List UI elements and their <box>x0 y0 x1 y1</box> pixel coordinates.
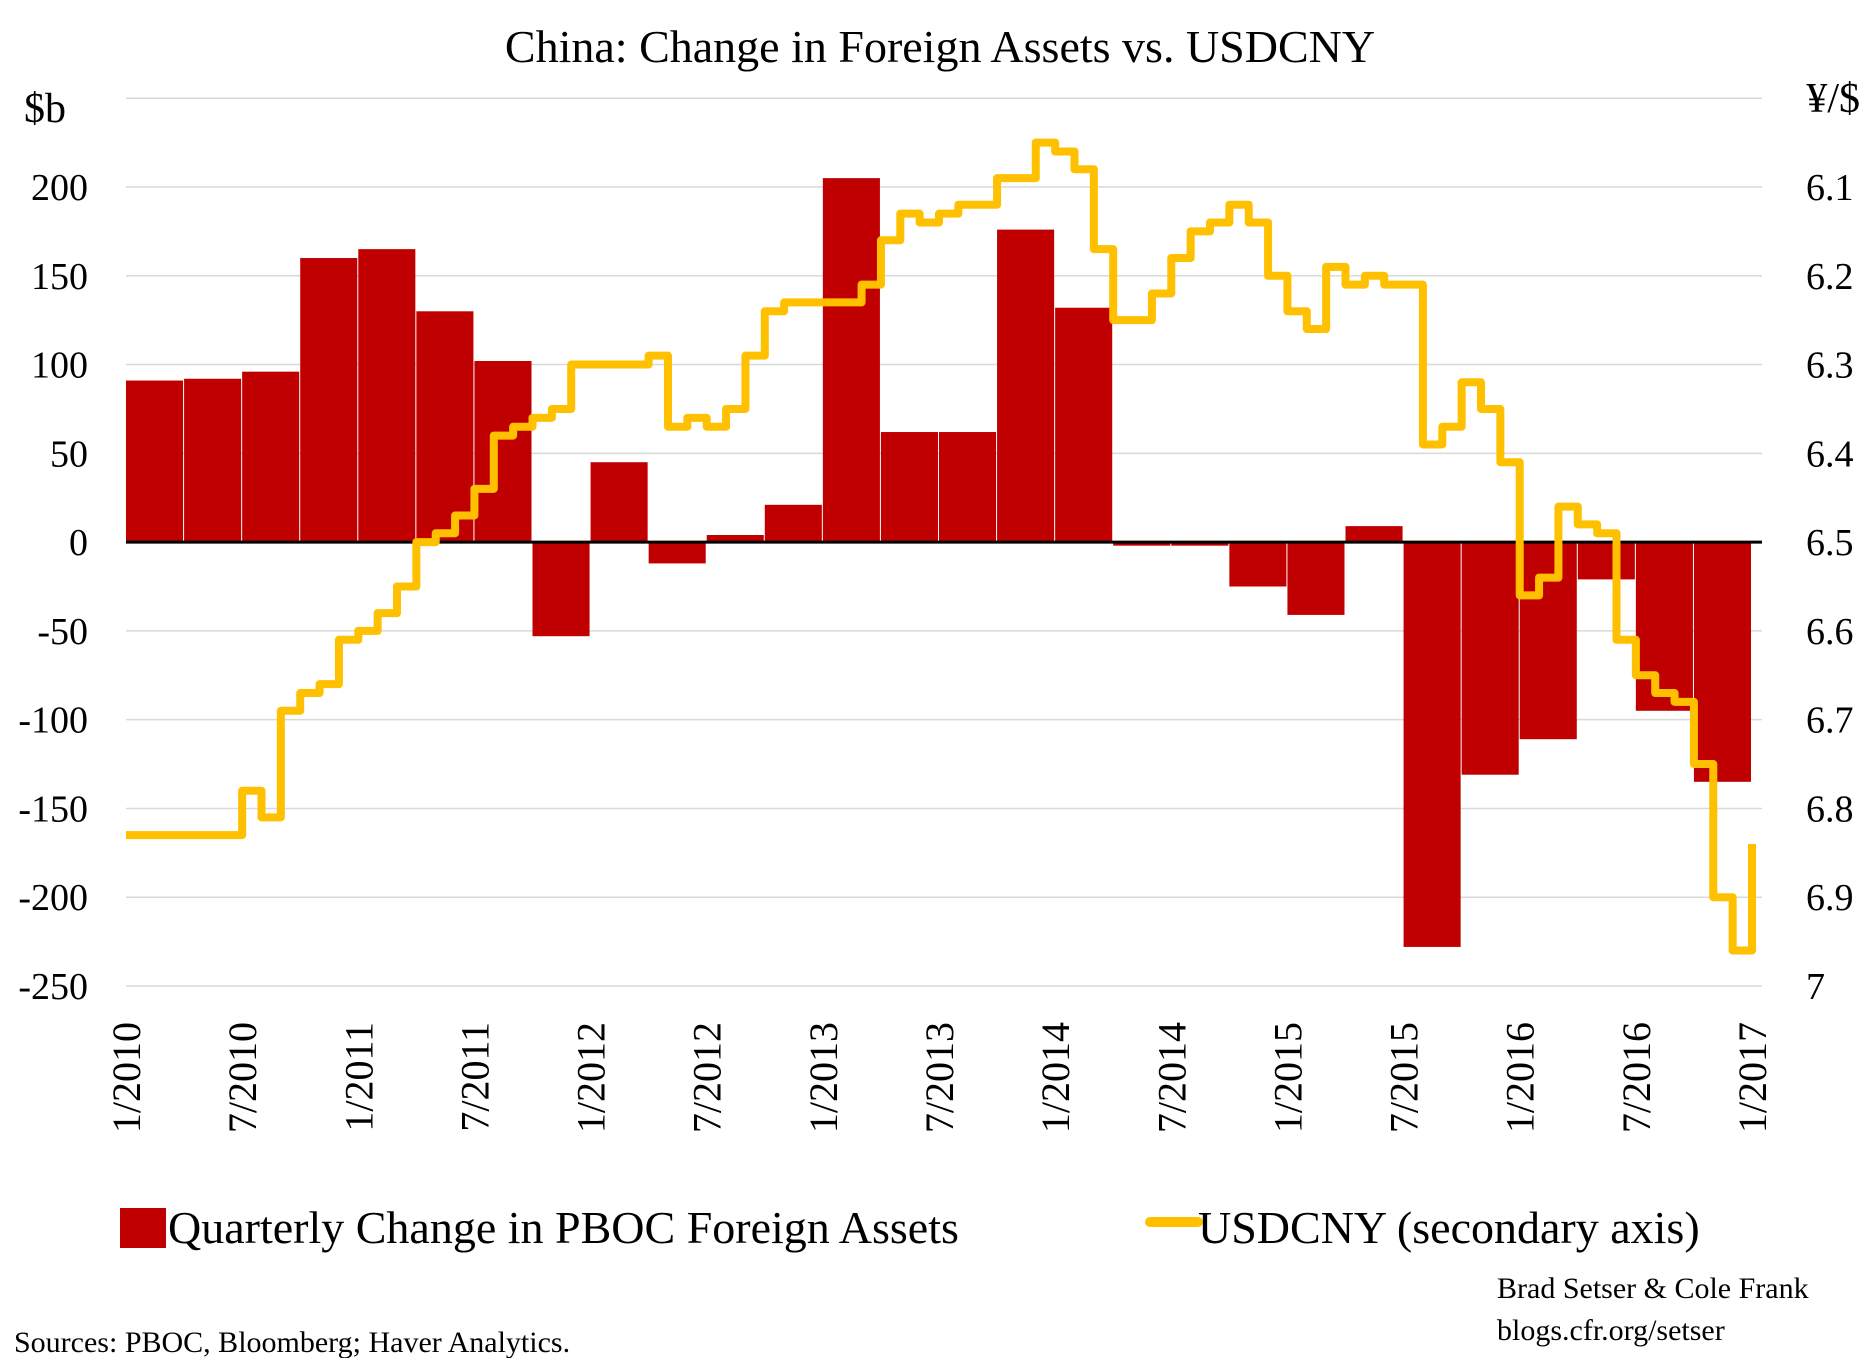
y-tick-label: 150 <box>31 256 88 298</box>
bar-2012Q4 <box>764 504 822 543</box>
y2-tick-label: 6.1 <box>1806 167 1854 209</box>
y-tick-label: 200 <box>31 167 88 209</box>
bar-series <box>126 178 1751 947</box>
bar-2010Q3 <box>242 371 300 543</box>
bar-2012Q2 <box>648 542 706 564</box>
y-tick-label: -250 <box>18 966 88 1008</box>
bar-2011Q4 <box>532 542 590 637</box>
legend-bar-swatch <box>120 1208 166 1248</box>
bar-2014Q4 <box>1229 542 1287 587</box>
y2-tick-label: 6.8 <box>1806 788 1854 830</box>
bar-2013Q4 <box>997 229 1055 543</box>
x-tick-label: 7/2014 <box>1149 1022 1194 1133</box>
x-tick-label: 7/2015 <box>1382 1022 1427 1133</box>
legend-bar-label: Quarterly Change in PBOC Foreign Assets <box>168 1202 959 1253</box>
chart-title: China: Change in Foreign Assets vs. USDC… <box>505 21 1375 72</box>
bar-2016Q2 <box>1577 542 1635 580</box>
bar-2016Q4 <box>1693 542 1751 782</box>
y2-tick-label: 6.9 <box>1806 877 1854 919</box>
bar-2010Q1 <box>126 380 184 543</box>
y-tick-label: -200 <box>18 877 88 919</box>
usdcny-line <box>126 138 1756 955</box>
y2-tick-label: 6.3 <box>1806 345 1854 387</box>
bar-2011Q1 <box>358 249 416 543</box>
y2-tick-label: 6.4 <box>1806 433 1854 475</box>
x-tick-label: 1/2016 <box>1498 1022 1543 1133</box>
y-tick-label: 0 <box>69 522 88 564</box>
y-axis-label: $b <box>24 86 66 132</box>
y-tick-label: -50 <box>37 611 88 653</box>
y2-tick-label: 6.2 <box>1806 256 1854 298</box>
y-tick-label: -100 <box>18 700 88 742</box>
y2-tick-label: 6.5 <box>1806 522 1854 564</box>
bar-2012Q3 <box>706 535 764 543</box>
x-tick-label: 1/2011 <box>336 1022 381 1132</box>
bar-2010Q4 <box>300 258 358 543</box>
y-axis-ticks: 200 150 100 50 0 -50 -100 -150 -200 -250 <box>18 167 88 1008</box>
x-tick-label: 1/2015 <box>1265 1022 1310 1133</box>
bar-2015Q4 <box>1461 542 1519 775</box>
bar-2011Q2 <box>416 311 474 543</box>
bar-2014Q2 <box>1113 542 1171 546</box>
footer-sources: Sources: PBOC, Bloomberg; Haver Analytic… <box>14 1326 570 1358</box>
x-tick-label: 1/2017 <box>1730 1022 1775 1133</box>
x-tick-label: 7/2011 <box>452 1022 497 1132</box>
x-tick-label: 1/2013 <box>801 1022 846 1133</box>
bar-2016Q3 <box>1635 542 1693 711</box>
bar-2015Q1 <box>1287 542 1345 615</box>
bar-2013Q3 <box>939 432 997 543</box>
bar-2016Q1 <box>1519 542 1577 740</box>
x-tick-label: 1/2012 <box>569 1022 614 1133</box>
x-tick-label: 7/2010 <box>220 1022 265 1133</box>
x-tick-label: 7/2012 <box>685 1022 730 1133</box>
y-tick-label: -150 <box>18 788 88 830</box>
bar-2011Q3 <box>474 361 532 543</box>
bar-2014Q1 <box>1055 307 1113 543</box>
bar-2015Q3 <box>1403 542 1461 947</box>
y2-tick-label: 6.6 <box>1806 611 1854 653</box>
y2-axis-label: ¥/$ <box>1806 76 1860 122</box>
bar-2012Q1 <box>590 462 648 543</box>
x-tick-label: 1/2010 <box>104 1022 149 1133</box>
bar-2010Q2 <box>184 378 242 543</box>
x-tick-label: 7/2016 <box>1614 1022 1659 1133</box>
x-tick-label: 1/2014 <box>1033 1022 1078 1133</box>
bar-2015Q2 <box>1345 526 1403 543</box>
y2-tick-label: 6.7 <box>1806 700 1854 742</box>
bar-2014Q3 <box>1171 542 1229 546</box>
y-tick-label: 100 <box>31 345 88 387</box>
x-axis-ticks: 1/2010 7/2010 1/2011 7/2011 1/2012 7/2012 1/20… <box>104 1022 1775 1133</box>
y-tick-label: 50 <box>50 433 88 475</box>
x-tick-label: 7/2013 <box>917 1022 962 1133</box>
y2-tick-label: 7 <box>1806 966 1825 1008</box>
footer-site: blogs.cfr.org/setser <box>1497 1314 1725 1347</box>
bar-2013Q1 <box>822 178 880 543</box>
y2-axis-ticks: 6.1 6.2 6.3 6.4 6.5 6.6 6.7 6.8 6.9 7 <box>1806 167 1854 1008</box>
bar-2013Q2 <box>880 432 938 543</box>
footer-authors: Brad Setser & Cole Frank <box>1497 1272 1809 1305</box>
legend-line-label: USDCNY (secondary axis) <box>1198 1202 1700 1253</box>
